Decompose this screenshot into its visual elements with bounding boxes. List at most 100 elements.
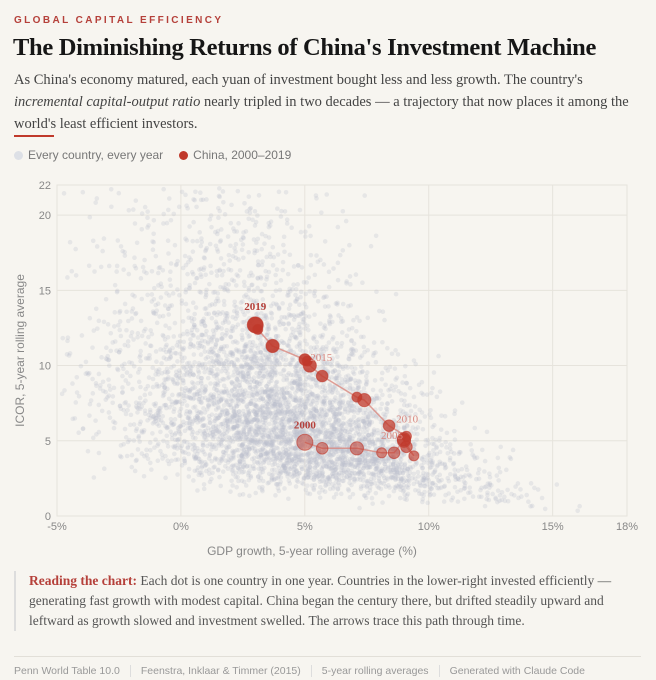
country-year-dot [435,462,441,468]
country-year-dot [285,293,290,298]
country-year-dot [282,439,288,445]
country-year-dot [294,408,300,413]
country-year-dot [233,324,238,330]
country-year-dot [181,339,187,345]
country-year-dot [372,456,378,462]
country-year-dot [253,407,258,412]
country-year-dot [228,334,233,339]
country-year-dot [121,441,126,447]
country-year-dot [311,472,317,478]
country-year-dot [178,445,183,451]
country-year-dot [199,338,205,343]
country-year-dot [281,373,287,379]
country-year-dot [184,403,190,408]
country-year-dot [336,436,342,441]
country-year-dot [198,243,204,249]
country-year-dot [265,392,271,398]
country-year-dot [278,435,283,440]
country-year-dot [199,470,204,475]
country-year-dot [313,407,319,412]
country-year-dot [309,483,315,488]
country-year-dot [118,333,124,339]
country-year-dot [138,358,143,364]
country-year-dot [214,357,220,363]
country-year-dot [195,414,200,419]
country-year-dot [227,402,232,408]
country-year-dot [273,419,278,424]
country-year-dot [249,365,254,371]
country-year-dot [214,416,220,422]
country-year-dot [458,450,463,455]
country-year-dot [240,442,245,447]
country-year-dot [327,313,333,318]
country-year-dot [218,439,224,445]
country-year-dot [229,326,235,331]
country-year-dot [286,440,292,445]
country-year-dot [230,253,236,259]
country-year-dot [239,352,245,357]
country-year-dot [252,402,258,407]
country-year-dot [339,470,345,476]
country-year-dot [186,360,192,366]
country-year-dot [278,457,284,463]
country-year-dot [91,328,97,333]
country-year-dot [272,396,277,402]
country-year-dot [258,432,264,438]
country-year-dot [250,463,256,469]
country-year-dot [312,429,318,434]
country-year-dot [302,420,307,426]
country-year-dot [240,427,246,432]
country-year-dot [311,414,317,419]
country-year-dot [441,484,447,490]
country-year-dot [236,409,242,414]
country-year-dot [281,435,287,440]
country-year-dot [276,390,281,395]
country-year-dot [464,467,470,473]
country-year-dot [173,457,179,463]
country-year-dot [335,354,340,360]
country-year-dot [280,431,286,436]
country-year-dot [269,477,275,483]
country-year-dot [431,370,437,375]
country-year-dot [379,432,385,438]
country-year-dot [133,266,139,271]
country-year-dot [306,275,311,280]
country-year-dot [394,483,399,489]
country-year-dot [305,483,310,488]
country-year-dot [268,310,274,316]
country-year-dot [554,482,560,487]
country-year-dot [162,369,168,375]
country-year-dot [165,458,170,463]
country-year-dot [234,357,240,362]
country-year-dot [425,482,430,487]
country-year-dot [383,435,389,440]
country-year-dot [87,401,93,407]
country-year-dot [146,334,151,340]
country-year-dot [389,475,394,480]
country-year-dot [191,344,197,349]
country-year-dot [182,428,188,434]
country-year-dot [236,383,242,389]
country-year-dot [296,458,302,463]
country-year-dot [90,391,96,396]
country-year-dot [262,316,268,322]
country-year-dot [160,267,166,273]
country-year-dot [326,474,331,480]
country-year-dot [308,345,314,350]
country-year-dot [370,413,375,419]
country-year-dot [391,459,397,464]
country-year-dot [402,492,408,497]
country-year-dot [346,440,352,445]
country-year-dot [286,321,291,326]
country-year-dot [247,441,252,446]
country-year-dot [289,357,295,363]
country-year-dot [384,401,390,406]
country-year-dot [361,474,367,480]
country-year-dot [247,493,252,499]
country-year-dot [270,400,275,406]
country-year-dot [273,288,279,294]
country-year-dot [183,287,189,293]
country-year-dot [90,435,96,441]
country-year-dot [129,330,135,335]
country-year-dot [246,412,252,417]
